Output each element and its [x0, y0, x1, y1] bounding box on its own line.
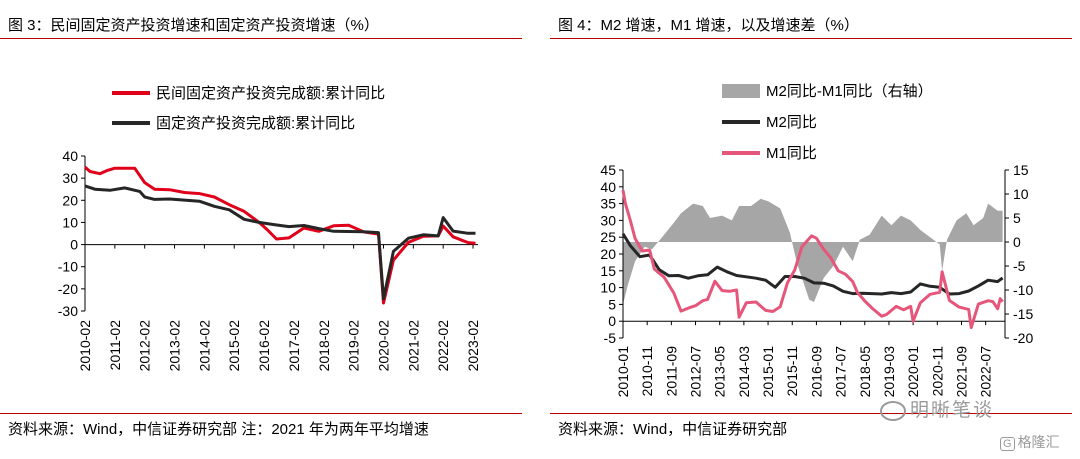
y-tick-label: 10: [62, 214, 78, 230]
y-tick-label: 30: [600, 212, 616, 228]
figure-4-source: 资料来源：Wind，中信证券研究部: [558, 421, 788, 438]
x-tick-label: 2014-03: [736, 346, 752, 398]
badge-logo-icon: G: [1000, 437, 1015, 451]
legend-label: 固定资产投资完成额:累计同比: [156, 115, 355, 132]
y-right-tick-label: -20: [1013, 330, 1033, 346]
figure-4-panel: 图 4：M2 增速，M1 增速，以及增速差（%） -5 0 5 10 15 20 25 30 3…: [550, 0, 1080, 459]
series-line-3: [621, 189, 1004, 330]
y-tick-label: 0: [608, 313, 616, 329]
legend-label: 民间固定资产投资完成额:累计同比: [156, 85, 385, 102]
x-tick-label: 2017-02: [286, 320, 302, 372]
x-tick-label: 2012-02: [137, 320, 153, 372]
figure-3-title: 图 3：民间固定资产投资增速和固定资产投资增速（%）: [8, 17, 379, 34]
source-badge: G 格隆汇: [1000, 432, 1060, 452]
y-tick-label: 30: [62, 170, 78, 186]
badge-text: 格隆汇: [1017, 434, 1060, 450]
x-tick-label: 2019-02: [346, 320, 362, 372]
y-right-tick-label: 10: [1013, 186, 1029, 202]
x-tick-label: 2011-09: [663, 346, 679, 397]
x-tick-label: 2010-01: [615, 346, 631, 398]
y-tick-label: 0: [70, 237, 78, 253]
y-tick-label: 20: [62, 192, 78, 208]
y-tick-label: 25: [600, 229, 616, 245]
x-tick-label: 2022-07: [978, 346, 994, 398]
watermark: 明晰笔谈: [880, 395, 994, 422]
x-tick-label: 2010-02: [77, 320, 93, 372]
figure-4-bottom-rule: [550, 413, 1072, 414]
y-right-tick-label: -15: [1013, 306, 1033, 322]
x-tick-label: 2022-02: [435, 320, 451, 372]
x-tick-label: 2021-09: [953, 346, 969, 398]
figure-3-panel: 图 3：民间固定资产投资增速和固定资产投资增速（%） -30 -20 -10 0 10 2…: [0, 0, 530, 459]
y-tick-label: 40: [600, 179, 616, 195]
x-tick-label: 2021-02: [405, 320, 421, 372]
legend-label: M2同比: [766, 114, 817, 131]
figure-3-source: 资料来源：Wind，中信证券研究部 注：2021 年为两年平均增速: [8, 421, 429, 438]
legend-label: M2同比-M1同比（右轴）: [766, 83, 933, 100]
y-tick-label: -5: [604, 330, 617, 346]
series-line-1: [84, 165, 476, 305]
x-tick-label: 2011-02: [107, 320, 123, 371]
figure-3-chart: -30 -20 -10 0 10 20 30 40 2010-02 2011-02 2012-02 2…: [58, 85, 481, 372]
x-tick-label: 2020-02: [375, 320, 391, 372]
x-tick-label: 2015-11: [784, 346, 800, 397]
figure-4-chart: -5051015202530354045-20-15-10-5051015201…: [600, 83, 1033, 398]
y-tick-label: 10: [600, 280, 616, 296]
figure-3-top-rule: [0, 38, 522, 39]
y-tick-label: 5: [608, 296, 616, 312]
x-tick-label: 2014-02: [196, 320, 212, 372]
y-tick-label: 20: [600, 246, 616, 262]
y-right-tick-label: 5: [1013, 210, 1021, 226]
y-tick-label: -30: [58, 303, 78, 319]
series-line-2: [84, 184, 476, 301]
y-tick-label: 15: [600, 263, 616, 279]
x-tick-label: 2010-11: [639, 346, 655, 397]
x-tick-label: 2015-01: [760, 346, 776, 398]
y-tick-label: -20: [58, 281, 78, 297]
x-tick-label: 2013-05: [712, 346, 728, 398]
figure-4-title: 图 4：M2 增速，M1 增速，以及增速差（%）: [558, 17, 859, 34]
x-tick-label: 2018-02: [316, 320, 332, 372]
figure-3-bottom-rule: [0, 413, 522, 414]
legend-swatch-area: [722, 84, 760, 98]
watermark-text: 明晰笔谈: [910, 400, 995, 421]
y-right-tick-label: -5: [1013, 258, 1026, 274]
x-tick-label: 2017-07: [833, 346, 849, 398]
x-tick-label: 2019-03: [881, 346, 897, 398]
series-line-2: [621, 233, 1004, 296]
y-right-tick-label: -10: [1013, 282, 1033, 298]
wechat-icon: [880, 400, 906, 421]
x-tick-label: 2023-02: [465, 320, 481, 372]
y-tick-label: -10: [58, 259, 78, 275]
x-tick-label: 2016-09: [808, 346, 824, 398]
y-tick-label: 40: [62, 148, 78, 164]
y-tick-label: 35: [600, 196, 616, 212]
x-tick-label: 2018-05: [857, 346, 873, 398]
x-tick-label: 2016-02: [256, 320, 272, 372]
y-tick-label: 45: [600, 162, 616, 178]
x-tick-label: 2013-02: [167, 320, 183, 372]
x-tick-label: 2015-02: [226, 320, 242, 372]
y-right-tick-label: 0: [1013, 234, 1021, 250]
x-tick-label: 2020-01: [905, 346, 921, 398]
series-area-spread: [623, 198, 1003, 305]
legend-label: M1同比: [766, 145, 817, 162]
figure-4-top-rule: [550, 38, 1072, 39]
x-tick-label: 2020-11: [929, 346, 945, 397]
y-right-tick-label: 15: [1013, 162, 1029, 178]
x-tick-label: 2012-07: [688, 346, 704, 398]
